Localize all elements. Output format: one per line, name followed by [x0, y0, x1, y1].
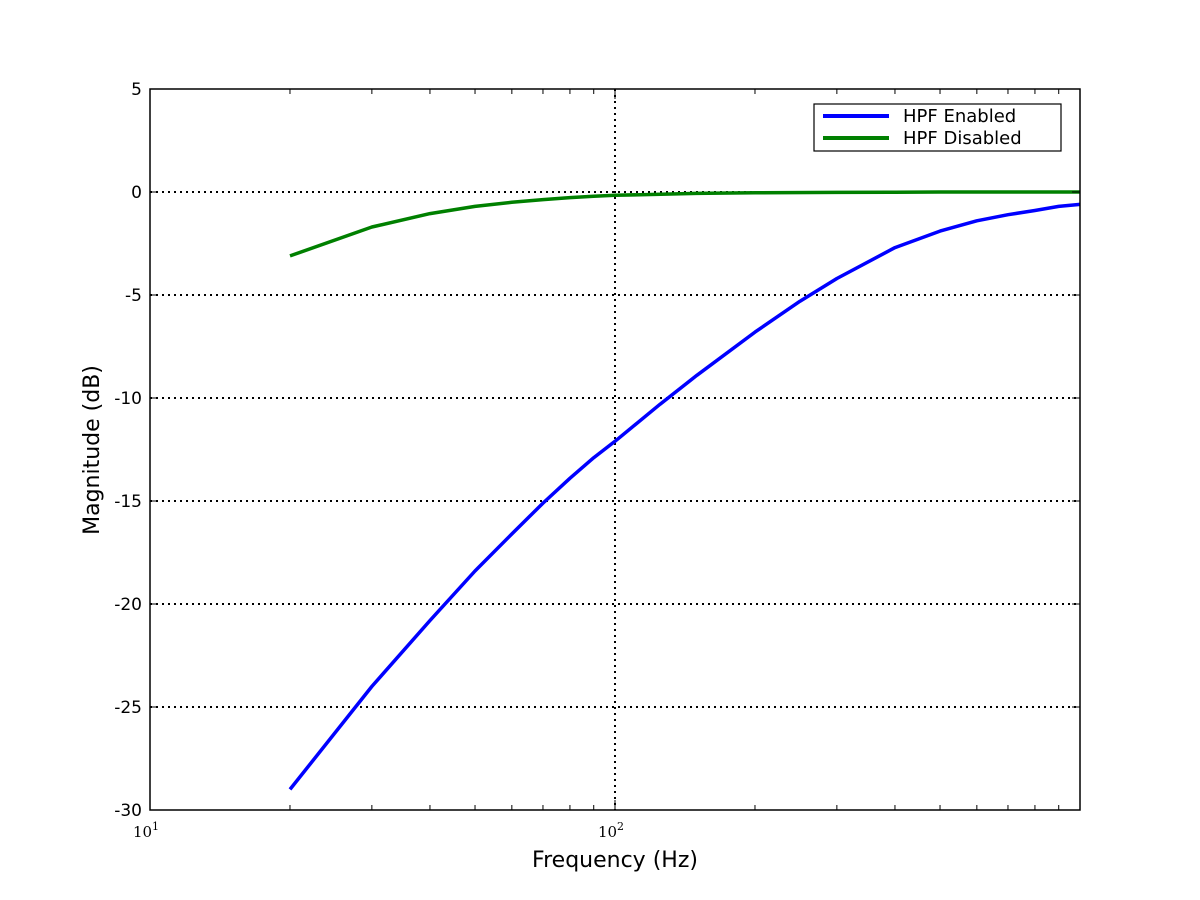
series-line-hpf-disabled	[289, 190, 1080, 258]
y-axis-label: Magnitude (dB)	[80, 365, 105, 535]
y-tick-label: 5	[131, 80, 142, 100]
legend: HPF Enabled HPF Disabled	[813, 103, 1062, 152]
y-tick-label: -20	[114, 595, 142, 615]
y-ticks: 5 0 -5 -10 -15 -20 -25 -30	[114, 80, 1080, 821]
series-line-hpf-enabled	[288, 202, 1081, 791]
x-axis-label: Frequency (Hz)	[532, 848, 698, 873]
y-tick-label: -25	[114, 698, 142, 718]
legend-label-hpf-enabled: HPF Enabled	[903, 106, 1016, 127]
legend-label-hpf-disabled: HPF Disabled	[903, 128, 1022, 149]
legend-box	[813, 103, 1062, 152]
y-tick-label: 0	[131, 183, 142, 203]
y-tick-label: -10	[114, 389, 142, 409]
series-lines	[288, 190, 1081, 791]
x-minor-ticks	[289, 89, 1060, 810]
y-tick-label: -15	[114, 492, 142, 512]
y-tick-label: -30	[114, 801, 142, 821]
y-tick-label: -5	[125, 286, 142, 306]
